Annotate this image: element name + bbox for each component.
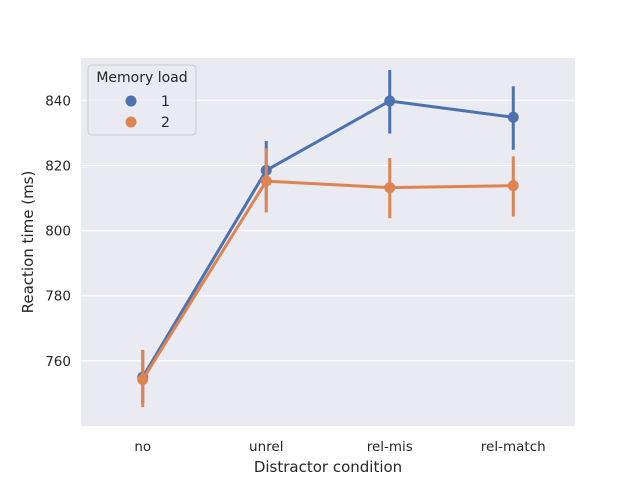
x-axis-label: Distractor condition [254,458,402,476]
y-tick-label: 760 [45,354,71,370]
data-point [507,180,519,192]
data-point [137,373,149,385]
series-line [141,179,514,381]
legend-label: 2 [161,115,170,131]
legend-marker [125,116,137,128]
x-tick-label: unrel [249,439,283,455]
data-point [384,182,396,194]
series-2 [137,148,519,408]
legend-title: Memory load [96,70,187,86]
data-point [384,95,396,107]
y-tick-label: 800 [45,224,71,240]
series-group [137,70,519,408]
y-tick-labels: 760 780 800 820 840 [45,93,71,370]
y-tick-label: 780 [45,289,71,305]
y-axis-label: Reaction time (ms) [19,171,37,314]
y-tick-label: 840 [45,93,71,109]
x-tick-labels: no unrel rel-mis rel-match [134,439,545,455]
gridlines [81,99,575,362]
legend-box [87,64,197,136]
legend: Memory load 1 2 [87,64,197,136]
legend-marker [125,95,137,107]
data-point [260,175,272,187]
x-tick-label: rel-mis [367,439,413,455]
legend-label: 1 [161,94,170,110]
y-tick-label: 820 [45,158,71,174]
series-line [141,99,514,378]
x-tick-label: rel-match [481,439,546,455]
x-tick-label: no [134,439,151,455]
data-point [507,111,519,123]
